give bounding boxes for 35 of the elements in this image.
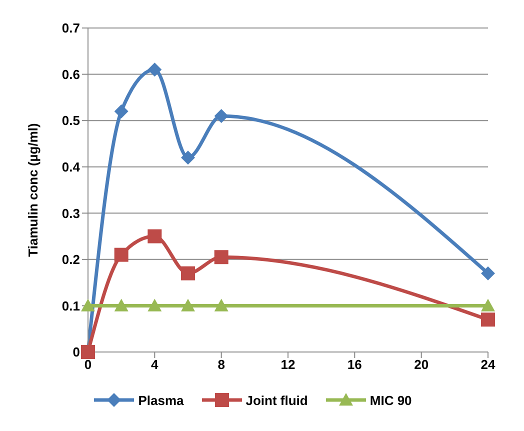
x-tick-label: 12 xyxy=(280,357,296,372)
point xyxy=(181,150,195,165)
x-tick-label: 24 xyxy=(480,357,496,372)
point xyxy=(148,62,162,77)
point xyxy=(214,298,228,312)
point xyxy=(214,108,228,123)
x-tick-label: 16 xyxy=(347,357,362,372)
point xyxy=(114,104,128,118)
y-tick-label: 0.7 xyxy=(62,20,80,36)
point xyxy=(114,298,128,312)
x-tick-label: 8 xyxy=(218,357,225,372)
point xyxy=(148,229,162,244)
point xyxy=(181,298,195,312)
y-tick-label: 0 xyxy=(72,344,80,360)
y-tick-label: 0.1 xyxy=(62,298,80,314)
legend-label: MIC 90 xyxy=(370,392,412,408)
point xyxy=(181,266,195,280)
x-tick-label: 0 xyxy=(84,357,92,372)
point xyxy=(148,298,162,312)
y-tick-label: 0.3 xyxy=(62,206,80,221)
x-tick-label: 4 xyxy=(151,357,160,372)
point xyxy=(114,248,128,262)
x-tick-label: 20 xyxy=(414,357,429,372)
y-tick-label: 0.4 xyxy=(62,159,81,174)
y-tick-label: 0.6 xyxy=(62,66,80,82)
point xyxy=(481,312,495,327)
legend-label: Plasma xyxy=(138,392,184,408)
y-tick-label: 0.2 xyxy=(62,252,80,268)
y-tick-label: 0.5 xyxy=(62,113,80,128)
point xyxy=(214,250,228,264)
legend-label: Joint fluid xyxy=(246,392,308,408)
point xyxy=(81,298,95,312)
y-axis-title: Tiamulin conc (µg/ml) xyxy=(26,123,41,257)
point xyxy=(481,266,495,280)
point xyxy=(481,298,495,312)
